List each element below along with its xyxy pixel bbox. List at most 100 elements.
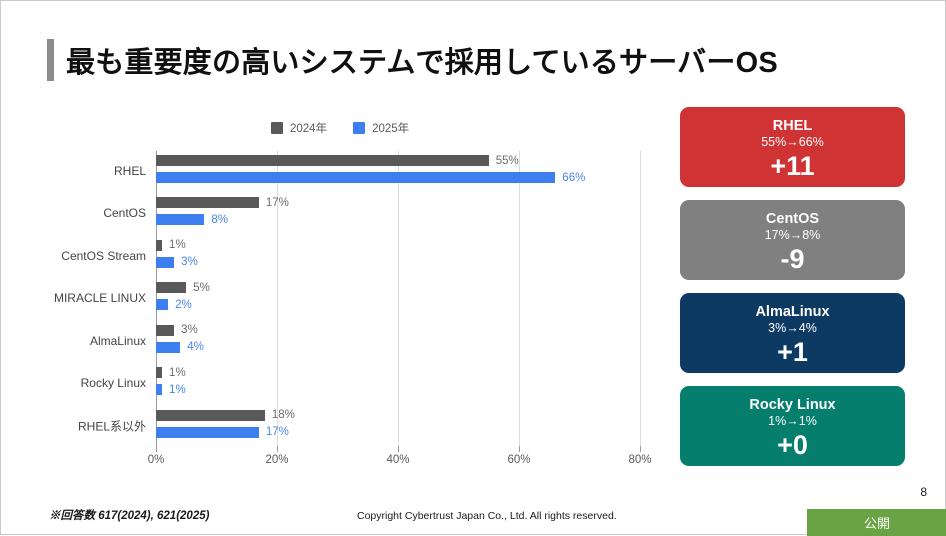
title-accent-bar — [47, 39, 54, 81]
bar-row: 5% — [156, 281, 210, 294]
card-os-name: Rocky Linux — [749, 396, 836, 413]
bar-value-label: 18% — [271, 409, 295, 422]
summary-card-rhel: RHEL 55%→66% +11 — [680, 107, 905, 187]
bar-value-label: 17% — [265, 426, 289, 439]
bar-group-RHEL系以外: RHEL系以外 18% 17% — [78, 407, 840, 445]
x-axis-tick-label: 80% — [628, 454, 652, 466]
respondents-note: ※回答数 617(2024), 621(2025) — [49, 510, 210, 522]
bar-2025年-RHEL系以外 — [156, 426, 259, 438]
y-axis-label: RHEL系以外 — [77, 419, 146, 434]
bar-row: 1% — [156, 366, 186, 379]
y-axis-label: CentOS Stream — [61, 248, 146, 263]
bar-value-label: 5% — [193, 281, 210, 294]
bar-2025年-Rocky Linux — [156, 384, 163, 396]
bar-value-label: 55% — [495, 154, 519, 167]
bar-2025年-CentOS — [156, 214, 205, 226]
bar-value-label: 3% — [181, 324, 198, 337]
card-os-name: AlmaLinux — [755, 303, 830, 320]
bar-2024年-Rocky Linux — [156, 367, 163, 379]
y-axis-label: Rocky Linux — [80, 376, 146, 391]
bar-2024年-CentOS — [156, 197, 259, 209]
bar-value-label: 17% — [265, 196, 289, 209]
bar-row: 3% — [156, 324, 198, 337]
y-axis-label: AlmaLinux — [89, 333, 146, 348]
x-axis-tick-mark — [277, 446, 278, 452]
bar-2024年-RHEL — [156, 155, 489, 166]
chart-legend: 2024年 2025年 — [271, 120, 409, 136]
bar-row: 3% — [156, 256, 198, 269]
title-text: 最も重要度の高いシステムで採用しているサーバーOS — [66, 47, 778, 79]
card-os-name: CentOS — [765, 210, 820, 227]
bar-value-label: 8% — [211, 213, 229, 226]
x-axis-tick-mark — [640, 446, 641, 452]
page-title: 最も重要度の高いシステムで採用しているサーバーOS — [47, 39, 778, 81]
bar-2025年-CentOS Stream — [156, 256, 175, 268]
copyright-text: Copyright Cybertrust Japan Co., Ltd. All… — [357, 510, 617, 522]
bar-group-CentOS: CentOS 17% 8% — [103, 194, 840, 232]
bar-row: 55% — [156, 154, 519, 167]
card-delta-value: -9 — [780, 244, 805, 275]
bar-value-label: 4% — [187, 341, 204, 354]
bar-row: 18% — [156, 409, 295, 422]
bar-value-label: 3% — [181, 256, 198, 269]
bar-row: 17% — [156, 426, 289, 439]
chart-plot-area: RHEL 55% 66% CentOS 17% 8% CentOS Stream 1% 3% MI… — [54, 151, 641, 448]
legend-label: 2024年 — [290, 123, 328, 135]
card-change-text: 3%→4% — [768, 321, 817, 336]
y-axis-label: RHEL — [113, 164, 146, 178]
x-axis-tick-label: 40% — [386, 454, 410, 466]
legend-item-2025年: 2025年 — [353, 120, 409, 136]
x-axis-tick-mark — [398, 446, 399, 452]
summary-card-centos: CentOS 17%→8% -9 — [680, 200, 905, 280]
card-delta-value: +11 — [770, 151, 815, 182]
bar-value-label: 1% — [169, 239, 186, 252]
bar-value-label: 1% — [169, 366, 186, 379]
bar-row: 2% — [156, 298, 192, 311]
card-os-name: RHEL — [772, 117, 813, 134]
bar-row: 1% — [156, 239, 186, 252]
bar-row: 1% — [156, 383, 186, 396]
page-number: 8 — [920, 485, 927, 499]
bar-2025年-MIRACLE LINUX — [156, 299, 169, 311]
x-axis-tick-label: 60% — [507, 454, 531, 466]
bar-row: 4% — [156, 341, 204, 354]
bar-2024年-MIRACLE LINUX — [156, 282, 187, 294]
status-badge: 公開 — [807, 509, 946, 536]
bar-row: 17% — [156, 196, 289, 209]
bar-value-label: 66% — [562, 171, 586, 184]
bar-group-AlmaLinux: AlmaLinux 3% 4% — [90, 322, 840, 360]
bar-chart: 2024年 2025年 RHEL 55% 66% CentOS 17% 8% CentOS S… — [1, 106, 671, 476]
legend-swatch-icon — [271, 122, 283, 134]
bar-group-CentOS Stream: CentOS Stream 1% 3% — [61, 237, 840, 275]
bar-value-label: 1% — [169, 383, 186, 396]
legend-item-2024年: 2024年 — [271, 120, 327, 136]
bar-2024年-CentOS Stream — [156, 239, 163, 251]
gridline — [519, 151, 520, 448]
card-change-text: 1%→1% — [768, 414, 817, 429]
bar-value-label: 2% — [175, 298, 192, 311]
summary-card-rocky-linux: Rocky Linux 1%→1% +0 — [680, 386, 905, 466]
legend-swatch-icon — [353, 122, 366, 134]
bar-row: 8% — [156, 213, 229, 226]
summary-cards: RHEL 55%→66% +11 CentOS 17%→8% -9 AlmaLinux 3%→… — [680, 107, 905, 479]
legend-label: 2025年 — [372, 123, 410, 135]
x-axis-tick-label: 20% — [265, 454, 289, 466]
gridline — [277, 151, 278, 448]
bar-2025年-AlmaLinux — [156, 341, 181, 353]
y-axis-label: CentOS — [103, 206, 146, 221]
x-axis-ticks: 0% 20% 40% 60% 80% — [148, 446, 652, 472]
summary-card-almalinux: AlmaLinux 3%→4% +1 — [680, 293, 905, 373]
bar-2024年-RHEL系以外 — [156, 409, 265, 421]
bar-2025年-RHEL — [156, 172, 556, 183]
y-axis-label: MIRACLE LINUX — [53, 291, 146, 306]
card-change-text: 55%→66% — [761, 135, 824, 150]
x-axis-tick-mark — [519, 446, 520, 452]
gridline — [640, 151, 641, 448]
bar-2024年-AlmaLinux — [156, 324, 175, 336]
card-delta-value: +0 — [777, 430, 808, 461]
card-change-text: 17%→8% — [764, 228, 821, 243]
bar-group-MIRACLE LINUX: MIRACLE LINUX 5% 2% — [54, 279, 840, 317]
gridline — [398, 151, 399, 448]
bar-row: 66% — [156, 171, 586, 184]
